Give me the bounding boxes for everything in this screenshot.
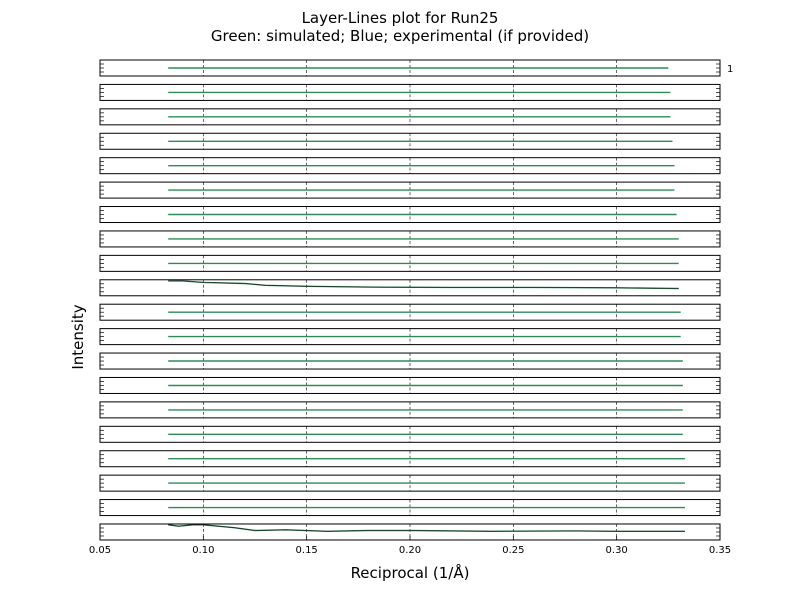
panel-frame [99, 254, 721, 272]
experimental-series-line [168, 280, 679, 289]
layer-line-panel [99, 328, 721, 346]
x-tick-label: 0.20 [399, 545, 421, 556]
panel-frame [99, 108, 721, 126]
panel-frame [99, 499, 721, 517]
x-axis-ticks: 0.05 0.10 0.15 0.20 0.25 0.30 0.35 [89, 535, 731, 556]
right-tick-label: 1 [727, 64, 733, 75]
panel-frame [99, 181, 721, 199]
layer-line-panel [99, 157, 721, 175]
layer-line-panel [99, 206, 721, 224]
layer-line-panel [99, 181, 721, 199]
layer-line-panel [99, 254, 721, 272]
x-tick-label: 0.05 [89, 545, 111, 556]
panel-frame [99, 279, 721, 297]
layer-line-panel [99, 59, 721, 77]
layer-line-panel [99, 474, 721, 492]
y-axis-label: Intensity [69, 304, 87, 369]
panel-frame [99, 450, 721, 468]
chart-subtitle: Green: simulated; Blue; experimental (if… [211, 27, 589, 45]
layer-line-panel [99, 108, 721, 126]
layer-line-panel [99, 132, 721, 150]
layer-line-panel [99, 401, 721, 419]
panel-frame [99, 328, 721, 346]
panel-frame [99, 303, 721, 321]
panel-frame [99, 83, 721, 101]
x-tick-label: 0.10 [192, 545, 214, 556]
layer-line-panel [99, 450, 721, 468]
panel-frame [99, 474, 721, 492]
layer-line-panel [99, 352, 721, 370]
panel-frame [99, 132, 721, 150]
layer-line-panel [99, 230, 721, 248]
layer-line-panel [99, 303, 721, 321]
panel-frame [99, 376, 721, 394]
plot-area: 1 [99, 59, 733, 541]
panel-frame [99, 206, 721, 224]
x-tick-label: 0.30 [606, 545, 628, 556]
panel-frame [99, 157, 721, 175]
panel-frame [99, 401, 721, 419]
x-tick-label: 0.15 [296, 545, 318, 556]
chart-title: Layer-Lines plot for Run25 [302, 9, 499, 27]
x-tick-label: 0.25 [502, 545, 524, 556]
x-tick-label: 0.35 [709, 545, 731, 556]
layer-line-panel [99, 83, 721, 101]
layer-line-panel [99, 279, 721, 297]
x-axis-label: Reciprocal (1/Å) [351, 563, 470, 582]
panel-frame [99, 425, 721, 443]
layer-line-panel [99, 376, 721, 394]
experimental-series-line [168, 524, 685, 532]
layer-line-panel [99, 499, 721, 517]
panel-frame [99, 230, 721, 248]
panel-frame [99, 59, 721, 77]
panel-frame [99, 352, 721, 370]
layer-line-panel [99, 425, 721, 443]
